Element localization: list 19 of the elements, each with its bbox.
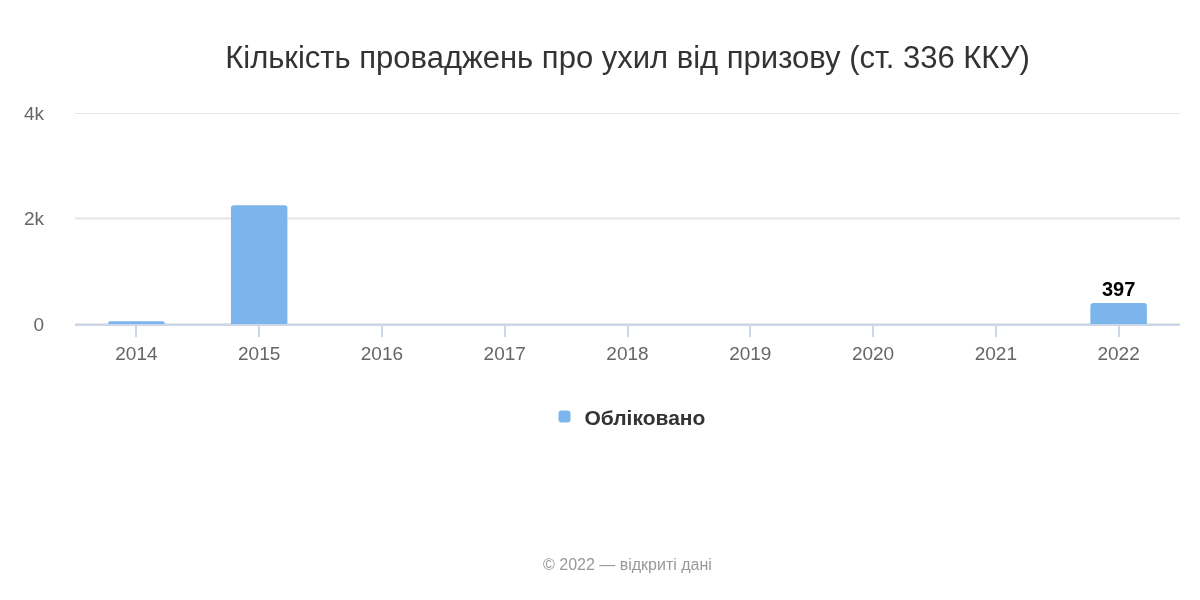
legend-label: Обліковано <box>584 405 706 429</box>
x-tick-label: 2018 <box>606 342 649 364</box>
y-tick-label: 2k <box>23 208 45 230</box>
y-tick-label: 0 <box>33 313 44 335</box>
x-tick-label: 2021 <box>974 342 1017 364</box>
x-tick-label: 2015 <box>238 342 281 364</box>
x-tick-label: 2016 <box>360 342 404 364</box>
data-label: 397 <box>1101 278 1136 301</box>
x-tick-label: 2019 <box>729 342 772 364</box>
chart-title: Кількість проваджень про ухил від призову (ст. 336 ККУ) <box>225 39 1030 75</box>
x-tick-label: 2022 <box>1097 342 1140 364</box>
bar <box>1090 303 1147 324</box>
bar <box>108 321 165 324</box>
text: © 2022 — відкриті дані <box>543 556 712 573</box>
x-tick-label: 2020 <box>851 342 895 364</box>
x-tick-label: 2014 <box>115 342 158 364</box>
y-tick-label: 4k <box>23 102 45 124</box>
bar <box>230 205 288 324</box>
x-tick-label: 2017 <box>483 342 526 364</box>
